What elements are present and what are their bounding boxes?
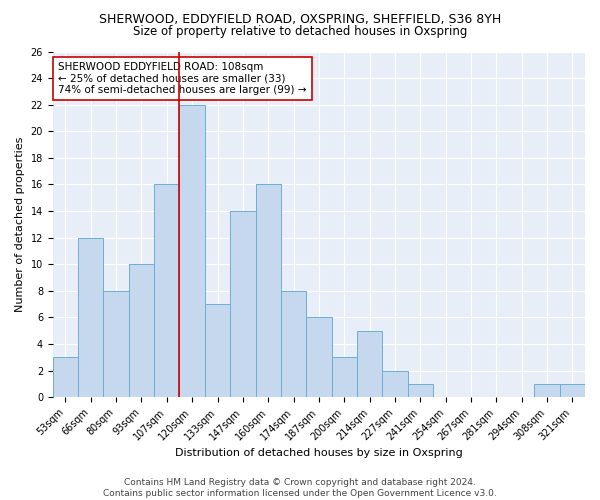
- Bar: [535, 384, 560, 397]
- Text: Contains HM Land Registry data © Crown copyright and database right 2024.
Contai: Contains HM Land Registry data © Crown c…: [103, 478, 497, 498]
- Bar: [281, 291, 306, 397]
- Bar: [205, 304, 230, 397]
- Bar: [357, 330, 382, 397]
- Bar: [407, 384, 433, 397]
- Bar: [179, 104, 205, 397]
- Text: SHERWOOD EDDYFIELD ROAD: 108sqm
← 25% of detached houses are smaller (33)
74% of: SHERWOOD EDDYFIELD ROAD: 108sqm ← 25% of…: [58, 62, 307, 95]
- Bar: [103, 291, 129, 397]
- Text: SHERWOOD, EDDYFIELD ROAD, OXSPRING, SHEFFIELD, S36 8YH: SHERWOOD, EDDYFIELD ROAD, OXSPRING, SHEF…: [99, 12, 501, 26]
- Bar: [382, 370, 407, 397]
- Bar: [560, 384, 585, 397]
- Text: Size of property relative to detached houses in Oxspring: Size of property relative to detached ho…: [133, 25, 467, 38]
- Bar: [78, 238, 103, 397]
- Bar: [256, 184, 281, 397]
- Bar: [306, 318, 332, 397]
- Y-axis label: Number of detached properties: Number of detached properties: [15, 136, 25, 312]
- Bar: [129, 264, 154, 397]
- Bar: [154, 184, 179, 397]
- Bar: [332, 358, 357, 397]
- X-axis label: Distribution of detached houses by size in Oxspring: Distribution of detached houses by size …: [175, 448, 463, 458]
- Bar: [230, 211, 256, 397]
- Bar: [53, 358, 78, 397]
